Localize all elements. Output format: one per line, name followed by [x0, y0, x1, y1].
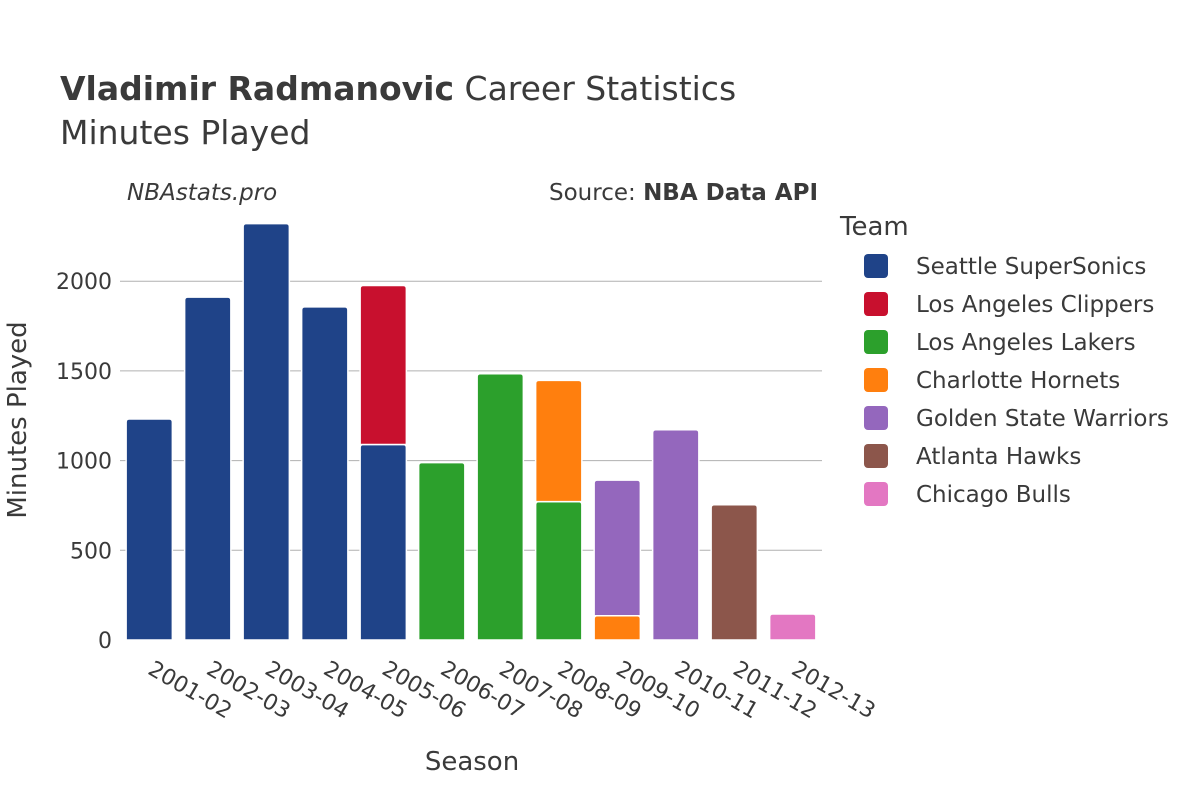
bar-2008-09-charlotte-hornets	[534, 379, 583, 503]
chart-subtitle: Minutes Played	[60, 113, 310, 152]
bar-2001-02-seattle-supersonics	[125, 418, 174, 641]
legend-title: Team	[839, 212, 909, 242]
legend-swatch	[864, 444, 888, 468]
bar-2008-09-los-angeles-lakers	[534, 500, 583, 641]
title-player: Vladimir Radmanovic	[60, 69, 454, 108]
y-tick-label: 1500	[56, 360, 112, 385]
legend-swatch	[864, 482, 888, 506]
y-tick-label: 500	[70, 539, 112, 564]
legend-item: Golden State Warriors	[916, 406, 1169, 432]
legend: Seattle SuperSonics Los Angeles Clippers L…	[864, 254, 1169, 508]
legend-item: Atlanta Hawks	[916, 444, 1081, 470]
bar-2006-07-los-angeles-lakers	[417, 461, 466, 641]
chart-title: Vladimir Radmanovic Career Statistics	[60, 69, 736, 108]
y-axis-title: Minutes Played	[3, 321, 33, 518]
bar-2002-03-seattle-supersonics	[183, 296, 232, 641]
source-credit: Source: NBA Data API	[549, 180, 818, 206]
legend-swatch	[864, 254, 888, 278]
bar-2004-05-seattle-supersonics	[300, 306, 349, 641]
x-tick-labels: 2001-022002-032003-042004-052005-062006-…	[144, 657, 880, 725]
y-tick-label: 1000	[56, 450, 112, 475]
watermark: NBAstats.pro	[127, 180, 277, 206]
bar-2009-10-charlotte-hornets	[593, 615, 642, 641]
gridlines	[120, 280, 822, 551]
source-name: NBA Data API	[643, 180, 818, 206]
x-axis-title: Season	[425, 747, 519, 777]
y-tick-label: 0	[98, 629, 112, 654]
legend-item: Charlotte Hornets	[916, 368, 1120, 394]
y-tick-label: 2000	[56, 270, 112, 295]
y-tick-labels: 0 500 1000 1500 2000	[56, 270, 112, 654]
bar-2007-08-los-angeles-lakers	[476, 373, 525, 641]
legend-swatch	[864, 368, 888, 392]
bar-2009-10-golden-state-warriors	[593, 479, 642, 617]
bar-2003-04-seattle-supersonics	[242, 222, 291, 641]
legend-item: Chicago Bulls	[916, 482, 1071, 508]
bar-2012-13-chicago-bulls	[768, 613, 817, 641]
bar-2011-12-atlanta-hawks	[710, 503, 759, 641]
bar-2005-06-los-angeles-clippers	[359, 284, 408, 446]
title-suffix: Career Statistics	[454, 69, 736, 108]
source-prefix: Source:	[549, 180, 643, 206]
legend-item: Los Angeles Clippers	[916, 292, 1154, 318]
legend-item: Los Angeles Lakers	[916, 330, 1136, 356]
bars	[125, 222, 817, 641]
legend-item: Seattle SuperSonics	[916, 254, 1146, 280]
bar-2010-11-golden-state-warriors	[651, 428, 700, 641]
legend-swatch	[864, 406, 888, 430]
legend-swatch	[864, 292, 888, 316]
legend-swatch	[864, 330, 888, 354]
bar-2005-06-seattle-supersonics	[359, 443, 408, 641]
